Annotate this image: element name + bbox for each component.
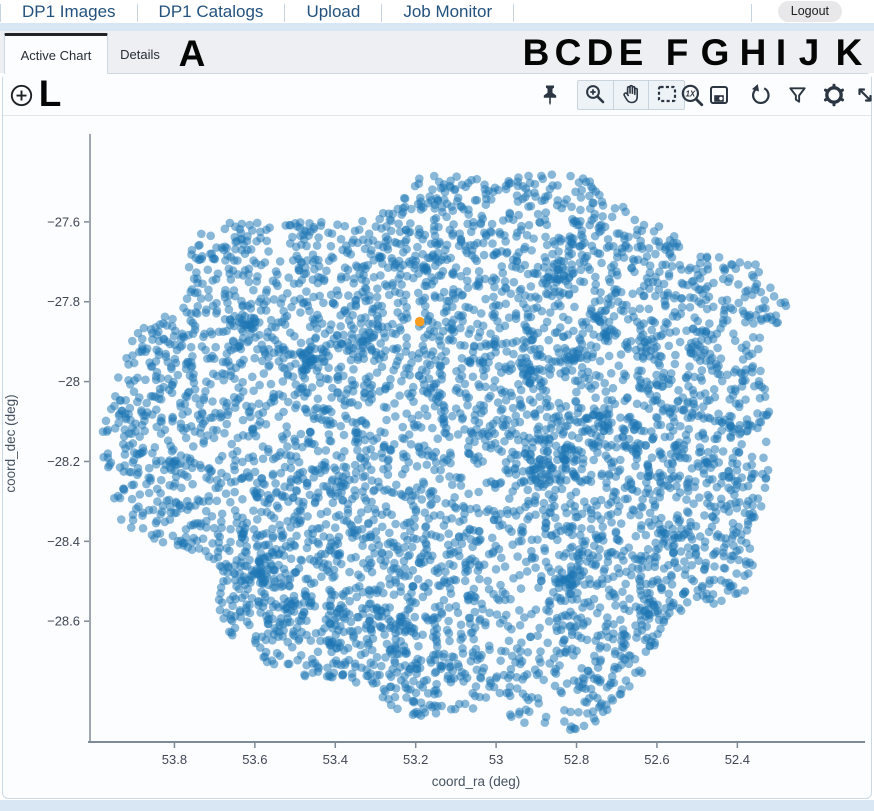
chart-tabbar: Active Chart Details: [0, 31, 874, 95]
logout-button[interactable]: Logout: [777, 1, 842, 22]
nav-divider: [136, 4, 138, 22]
nav-item-dp1-images[interactable]: DP1 Images: [22, 1, 116, 21]
zoom-original-1x-icon: 1X: [679, 82, 705, 108]
add-chart-button[interactable]: [7, 81, 35, 109]
nav-divider: [750, 4, 752, 22]
nav-divider: [284, 4, 286, 22]
chart-mode-button-group: [577, 80, 685, 110]
expand-diagonal-icon: [853, 83, 874, 107]
box-select-tool-button[interactable]: [649, 81, 684, 109]
save-chart-button[interactable]: [705, 81, 733, 109]
chart-toolbar: 1X: [3, 74, 874, 116]
tab-details[interactable]: Details: [120, 46, 160, 62]
nav-divider: [381, 4, 383, 22]
nav-item-dp1-catalogs[interactable]: DP1 Catalogs: [158, 1, 264, 21]
expand-chart-button[interactable]: [851, 81, 874, 109]
circle-plus-icon: [9, 83, 34, 108]
nav-item-upload[interactable]: Upload: [306, 1, 361, 21]
restore-chart-button[interactable]: [746, 81, 774, 109]
nav-divider: [513, 4, 515, 22]
box-select-icon: [655, 82, 679, 109]
top-navigation: DP1 Images DP1 Catalogs Upload Job Monit…: [0, 0, 874, 23]
zoom-in-icon: [583, 82, 607, 109]
nav-item-job-monitor[interactable]: Job Monitor: [403, 1, 493, 21]
tab-active-chart[interactable]: Active Chart: [4, 33, 108, 74]
svg-text:1X: 1X: [685, 89, 695, 98]
filter-button[interactable]: [783, 81, 811, 109]
nav-divider: [0, 4, 1, 22]
bottom-accent-strip: [0, 800, 874, 811]
pin-icon: [538, 83, 562, 107]
filter-funnel-icon: [786, 84, 809, 107]
pan-tool-button[interactable]: [614, 81, 650, 109]
save-icon: [707, 83, 731, 107]
active-chart-panel: 1X: [2, 73, 872, 799]
restore-refresh-icon: [748, 83, 773, 108]
zoom-tool-button[interactable]: [578, 81, 614, 109]
pin-chart-button[interactable]: [536, 81, 564, 109]
scatter-plot-canvas[interactable]: [3, 116, 871, 799]
top-accent-strip: [0, 23, 874, 31]
chart-settings-button[interactable]: [820, 81, 848, 109]
settings-gear-icon: [821, 82, 847, 108]
zoom-original-button[interactable]: 1X: [678, 81, 706, 109]
pan-hand-icon: [619, 82, 643, 109]
